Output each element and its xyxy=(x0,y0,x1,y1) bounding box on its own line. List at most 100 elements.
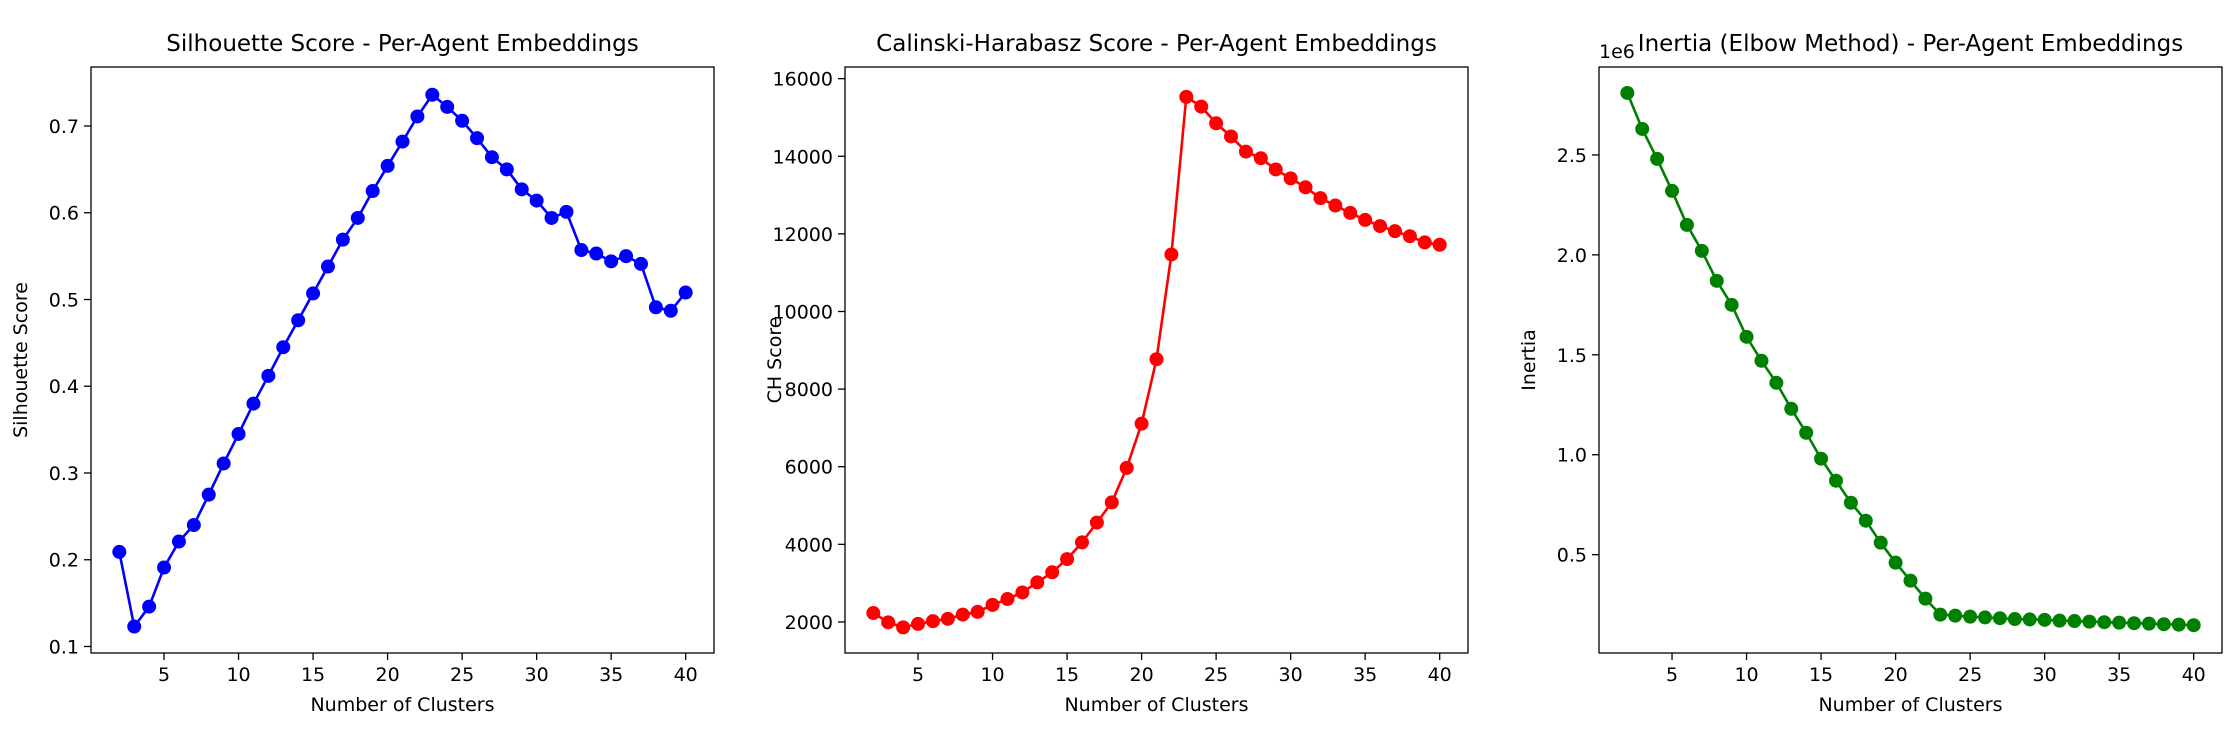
data-point xyxy=(1694,243,1709,258)
axis-offset-label: 1e6 xyxy=(1599,41,1635,63)
x-tick-label: 10 xyxy=(1734,664,1758,686)
y-axis-label: CH Score xyxy=(764,317,786,404)
x-tick-label: 5 xyxy=(1666,664,1678,686)
data-point xyxy=(380,158,395,173)
data-point xyxy=(1045,565,1060,580)
data-point xyxy=(276,340,291,355)
data-point xyxy=(1179,89,1194,104)
data-point xyxy=(2186,618,2201,633)
data-point xyxy=(2052,613,2067,628)
data-point xyxy=(261,368,276,383)
data-point xyxy=(589,246,604,261)
y-tick-label: 12000 xyxy=(773,224,833,246)
data-point xyxy=(2007,612,2022,627)
data-point xyxy=(201,487,216,502)
y-tick-label: 0.6 xyxy=(49,203,79,225)
chart-title: Silhouette Score - Per-Agent Embeddings xyxy=(166,31,638,57)
data-point xyxy=(127,619,142,634)
data-point xyxy=(1918,591,1933,606)
data-point xyxy=(1724,297,1739,312)
data-point xyxy=(985,597,1000,612)
y-tick-label: 2.0 xyxy=(1557,245,1587,267)
y-tick-label: 0.3 xyxy=(49,463,79,485)
data-point xyxy=(1769,375,1784,390)
data-point xyxy=(1933,607,1948,622)
series-line xyxy=(1626,92,2194,627)
data-point xyxy=(112,544,127,559)
data-point xyxy=(1888,555,1903,570)
data-point xyxy=(633,256,648,271)
series-line xyxy=(118,93,687,628)
data-point xyxy=(1015,585,1030,600)
data-point xyxy=(425,87,440,102)
x-tick-label: 35 xyxy=(599,664,623,686)
y-tick-label: 6000 xyxy=(785,457,833,479)
data-point xyxy=(544,210,559,225)
data-point xyxy=(1650,151,1665,166)
data-point xyxy=(1635,121,1650,136)
data-point xyxy=(186,518,201,533)
x-tick-label: 5 xyxy=(158,664,170,686)
data-point xyxy=(1238,144,1253,159)
data-point xyxy=(1224,129,1239,144)
data-point xyxy=(1903,573,1918,588)
data-point xyxy=(663,303,678,318)
x-axis-label: Number of Clusters xyxy=(1064,694,1248,716)
data-point xyxy=(2156,617,2171,632)
data-point xyxy=(142,599,157,614)
chart-panel-1: Silhouette Score - Per-Agent Embeddings 5… xyxy=(10,31,715,716)
x-tick-label: 30 xyxy=(2033,664,2057,686)
y-tick-label: 10000 xyxy=(773,301,833,323)
data-point xyxy=(157,560,172,575)
data-point xyxy=(2171,617,2186,632)
data-point xyxy=(1209,116,1224,131)
data-point xyxy=(1373,219,1388,234)
y-tick-label: 0.4 xyxy=(49,376,79,398)
data-point xyxy=(1814,451,1829,466)
data-point xyxy=(306,286,321,301)
data-point xyxy=(678,285,693,300)
data-point xyxy=(1784,401,1799,416)
data-point xyxy=(940,611,955,626)
data-point xyxy=(1843,495,1858,510)
data-point xyxy=(925,614,940,629)
x-tick-label: 35 xyxy=(2107,664,2131,686)
data-point xyxy=(1709,273,1724,288)
y-tick-label: 14000 xyxy=(773,146,833,168)
data-point xyxy=(1799,425,1814,440)
data-point xyxy=(1030,575,1045,590)
data-point xyxy=(350,210,365,225)
data-point xyxy=(866,606,881,621)
x-tick-label: 40 xyxy=(674,664,698,686)
data-point xyxy=(1620,85,1635,100)
x-tick-label: 25 xyxy=(1958,664,1982,686)
y-tick-label: 2000 xyxy=(785,612,833,634)
data-point xyxy=(1417,235,1432,250)
data-point xyxy=(1739,329,1754,344)
y-tick-label: 1.0 xyxy=(1557,445,1587,467)
data-point xyxy=(171,534,186,549)
data-point xyxy=(1754,353,1769,368)
data-point xyxy=(1119,460,1134,475)
data-point xyxy=(514,182,529,197)
y-tick-label: 0.1 xyxy=(49,636,79,658)
data-point xyxy=(1149,352,1164,367)
data-point xyxy=(1858,513,1873,528)
data-point xyxy=(1978,610,1993,625)
y-tick-label: 0.2 xyxy=(49,550,79,572)
x-tick-label: 20 xyxy=(376,664,400,686)
data-point xyxy=(1164,247,1179,262)
data-point xyxy=(1298,180,1313,195)
axes-frame xyxy=(844,66,1469,654)
data-point xyxy=(881,615,896,630)
data-point xyxy=(335,232,350,247)
data-point xyxy=(2082,614,2097,629)
data-point xyxy=(619,249,634,264)
data-point xyxy=(1089,515,1104,530)
data-point xyxy=(320,259,335,274)
x-tick-label: 20 xyxy=(1884,664,1908,686)
x-tick-label: 35 xyxy=(1353,664,1377,686)
data-point xyxy=(1283,171,1298,186)
data-point xyxy=(955,607,970,622)
